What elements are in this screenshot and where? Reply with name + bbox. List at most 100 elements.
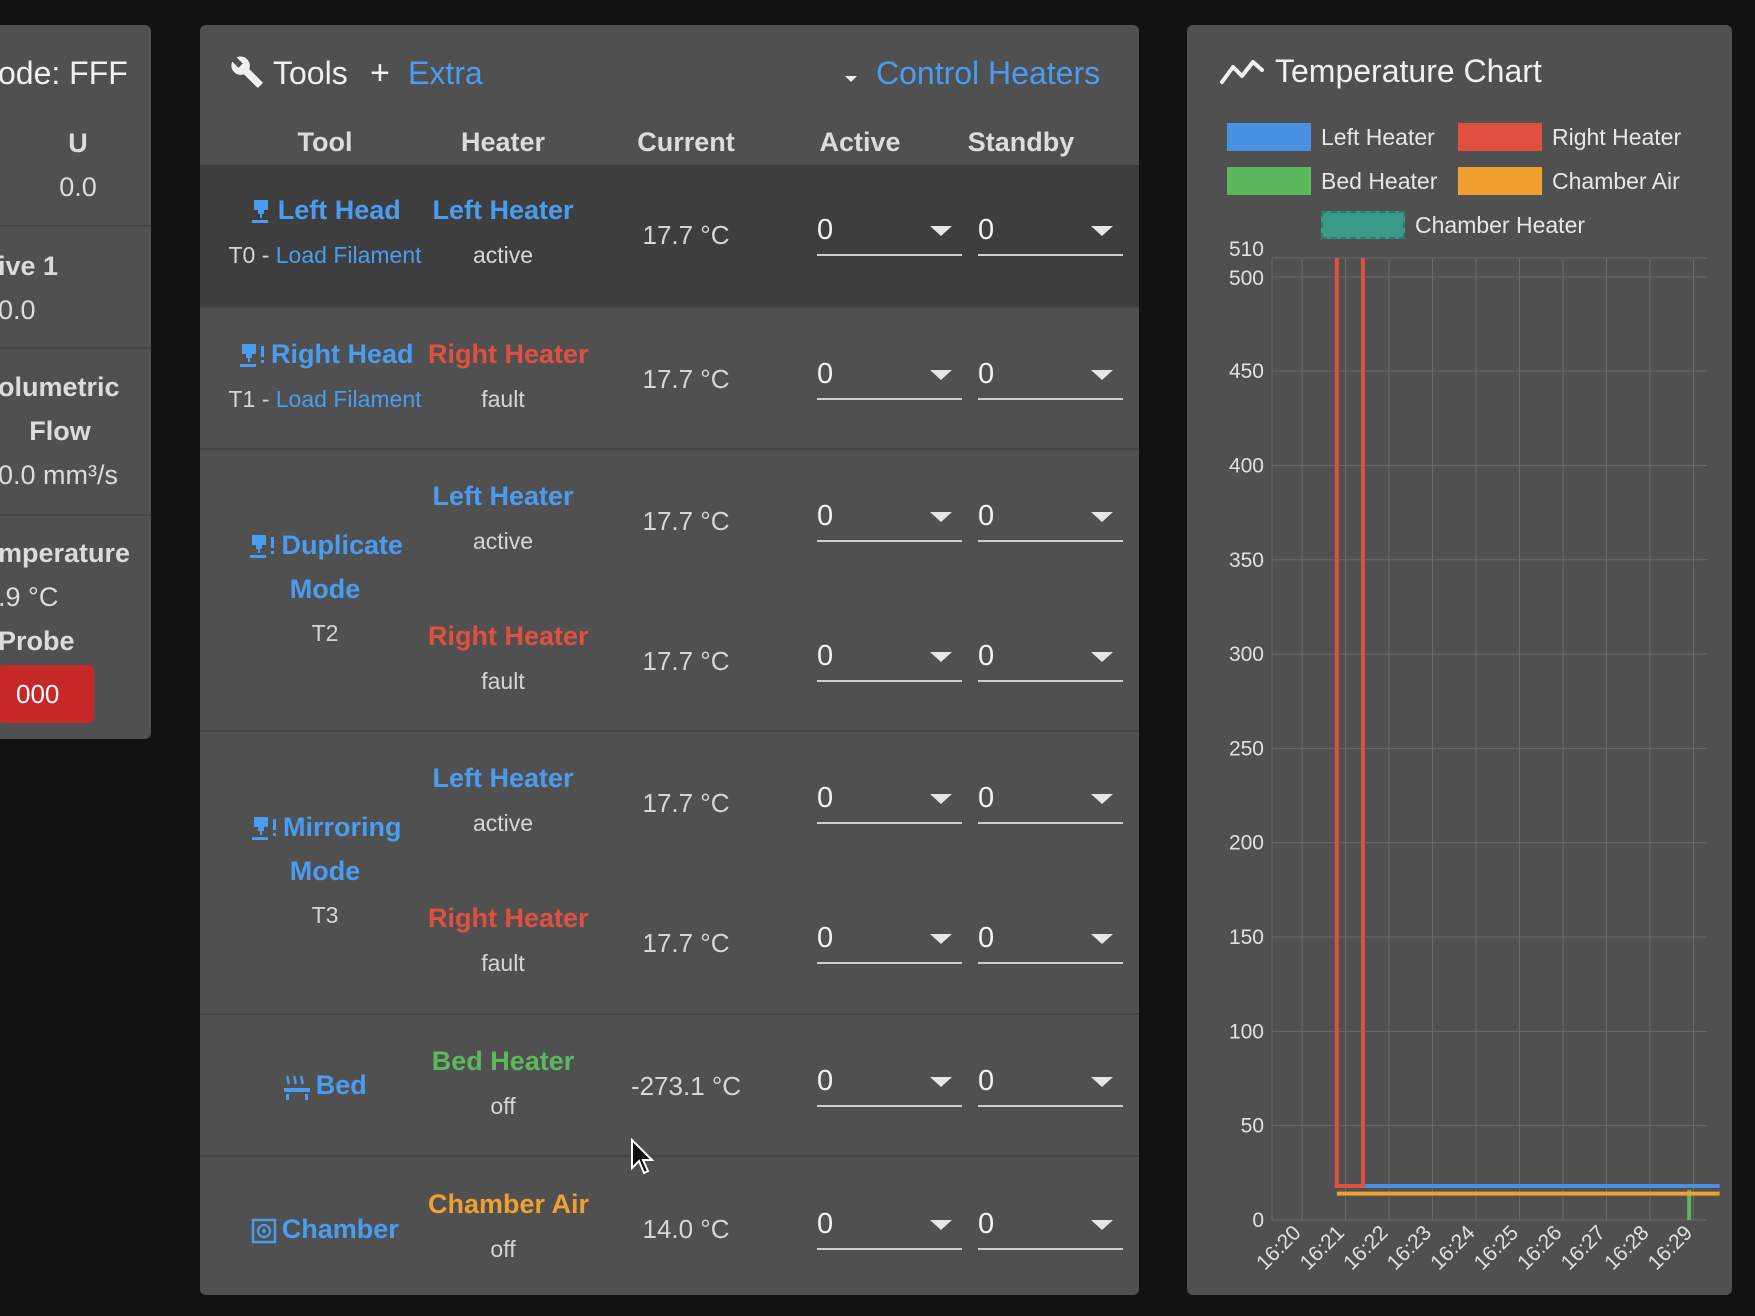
standby-temperature-select[interactable]: 0 [978,496,1123,542]
heater-state: fault [481,950,525,976]
nozzle-fault-icon [237,342,267,375]
x-tick-label: 16:24 [1426,1221,1480,1275]
chart-title: Temperature Chart [1275,53,1542,89]
legend-label-chamber-air[interactable]: Chamber Air [1552,168,1680,194]
standby-temperature-select[interactable]: 0 [978,1204,1123,1250]
caret-down-icon [1091,226,1113,236]
legend-swatch-chamber-heater[interactable] [1321,211,1405,239]
mouse-cursor-icon [631,1138,655,1175]
x-tick-label: 16:28 [1600,1221,1653,1274]
divider [0,514,151,516]
axis-value-u: 0.0 [59,172,97,202]
heater-name-link[interactable]: Chamber Air [428,1189,590,1219]
active-temperature-select[interactable]: 0 [817,210,962,256]
tool-name-link[interactable]: Mode [289,856,361,886]
legend-label-left-heater[interactable]: Left Heater [1321,124,1435,150]
heater-name-link[interactable]: Right Heater [428,903,589,933]
probe-label: Probe [0,626,75,656]
standby-temperature-select[interactable]: 0 [978,354,1123,400]
nozzle-icon [249,198,273,231]
wrench-icon [230,55,264,98]
legend-swatch-chamber-air[interactable] [1458,167,1542,195]
caret-down-icon [843,61,859,101]
divider [0,347,151,349]
legend-label-chamber-heater[interactable]: Chamber Heater [1415,212,1586,238]
legend-label-bed-heater[interactable]: Bed Heater [1321,168,1438,194]
tool-name-link[interactable]: Right Head [270,339,414,369]
load-filament-link[interactable]: Load Filament [275,386,422,412]
standby-temperature-select[interactable]: 0 [978,210,1123,256]
active-temperature-select[interactable]: 0 [817,636,962,682]
temperature-chart-panel: Temperature Chart Left Heater Right Heat… [1187,25,1732,1295]
series-line-right-heater [1334,258,1365,1189]
extra-tab-link[interactable]: Extra [408,55,483,91]
machine-status-panel: ode: FFF U 0.0 ive 1 0.0 olumetric Flow … [0,25,151,739]
heater-name-link[interactable]: Left Heater [432,763,574,793]
y-tick-label: 50 [1241,1115,1264,1138]
active-temperature-select[interactable]: 0 [817,778,962,824]
current-temperature: -273.1 °C [630,1071,742,1101]
caret-down-icon [930,512,952,522]
x-tick-label: 16:25 [1470,1221,1523,1274]
column-header-active: Active [819,127,901,157]
tool-row-chamber: Chamber Chamber Air off 14.0 °C 0 0 [200,1155,1139,1295]
tool-row-duplicate-mode: Duplicate Mode T2 Left Heater active 17.… [200,448,1139,730]
current-temperature: 14.0 °C [642,1214,730,1244]
standby-temperature-select[interactable]: 0 [978,918,1123,964]
heated-bed-icon [283,1073,311,1106]
tool-row-left-head: Left Head T0 - Load Filament Left Heater… [200,165,1139,306]
tool-name-link[interactable]: Mode [289,574,361,604]
current-temperature: 17.7 °C [642,364,730,394]
probe-value-badge: 000 [0,665,94,723]
legend-swatch-left-heater[interactable] [1227,123,1311,151]
tool-name-link[interactable]: Left Head [277,195,401,225]
control-heaters-link[interactable]: Control Heaters [876,55,1101,91]
tools-panel: Tools + Extra Control Heaters Tool Heate… [200,25,1139,1295]
nozzle-fault-icon [247,533,277,566]
tool-name-link[interactable]: Duplicate [281,530,403,560]
legend-swatch-right-heater[interactable] [1458,123,1542,151]
tool-name-link[interactable]: Mirroring [282,812,402,842]
standby-temperature-select[interactable]: 0 [978,636,1123,682]
axis-label-u: U [68,128,88,158]
caret-down-icon [1091,652,1113,662]
standby-temperature-select[interactable]: 0 [978,1061,1123,1107]
heater-name-link[interactable]: Right Heater [428,621,589,651]
tool-row-bed: Bed Bed Heater off -273.1 °C 0 0 [200,1013,1139,1155]
active-temperature-select[interactable]: 0 [817,354,962,400]
tool-row-mirroring-mode: Mirroring Mode T3 Left Heater active 17.… [200,730,1139,1013]
x-tick-label: 16:29 [1644,1221,1697,1274]
caret-down-icon [930,934,952,944]
tool-name-link[interactable]: Bed [315,1070,367,1100]
active-temperature-select[interactable]: 0 [817,1061,962,1107]
tool-number: T1 - [228,386,276,412]
active-temperature-select[interactable]: 0 [817,918,962,964]
standby-temperature-select[interactable]: 0 [978,778,1123,824]
y-tick-label: 0 [1252,1209,1264,1232]
current-temperature: 17.7 °C [642,220,730,250]
legend-swatch-bed-heater[interactable] [1227,167,1311,195]
tool-row-right-head: Right Head T1 - Load Filament Right Heat… [200,306,1139,448]
heater-name-link[interactable]: Bed Heater [431,1046,575,1076]
y-tick-label: 450 [1229,360,1264,383]
caret-down-icon [1091,512,1113,522]
tool-name-link[interactable]: Chamber [281,1214,399,1244]
heater-name-link[interactable]: Right Heater [428,339,589,369]
load-filament-link[interactable]: Load Filament [275,242,422,268]
active-temperature-select[interactable]: 0 [817,1204,962,1250]
machine-mode: ode: FFF [0,55,128,91]
column-header-standby: Standby [967,127,1075,157]
heater-state: off [490,1093,516,1119]
caret-down-icon [1091,1077,1113,1087]
caret-down-icon [1091,794,1113,804]
active-temperature-select[interactable]: 0 [817,496,962,542]
caret-down-icon [930,1220,952,1230]
legend-label-right-heater[interactable]: Right Heater [1552,124,1682,150]
heater-name-link[interactable]: Left Heater [432,481,574,511]
volumetric-flow-label: olumetric [0,372,120,402]
temperature-chart-plot: 05010015020025030035040045050051016:2016… [1229,238,1720,1275]
caret-down-icon [930,794,952,804]
heater-name-link[interactable]: Left Heater [432,195,574,225]
caret-down-icon [930,1077,952,1087]
drive-value: 0.0 [0,295,36,325]
